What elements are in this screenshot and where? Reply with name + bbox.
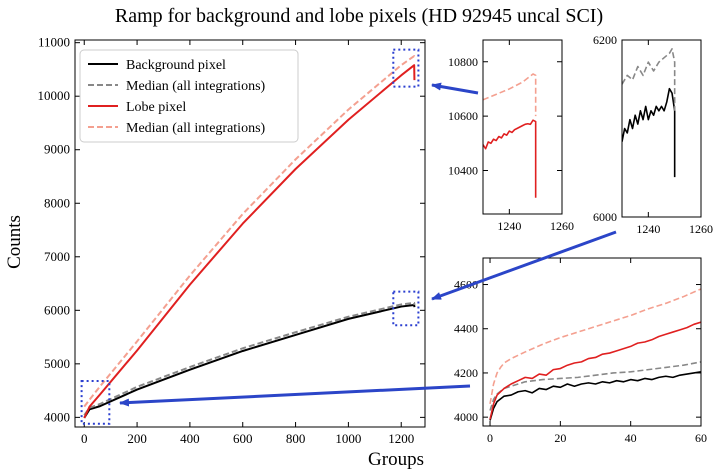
legend-label-background: Background pixel: [126, 58, 226, 73]
series-group: [489, 288, 701, 421]
legend: Background pixel Median (all integrations…: [79, 49, 299, 143]
x-tick-label: 20: [554, 431, 566, 445]
inset-chart-lobe: 1240 1260 10400 10600 10800: [448, 39, 574, 233]
y-tick-label: 9000: [44, 142, 70, 157]
x-axis-label: Groups: [368, 449, 424, 470]
y-tick-label: 11000: [38, 35, 70, 50]
y-tick-label: 10600: [448, 109, 478, 123]
x-tick-label: 400: [180, 431, 200, 446]
legend-box: [79, 49, 299, 143]
arrow-to-lobe-region: [431, 82, 479, 95]
inset-chart-background: 1240 1260 6000 6200: [593, 33, 713, 236]
x-tick-label: 1240: [636, 222, 660, 236]
x-tick-label: 1000: [335, 431, 361, 446]
x-tick-label: 40: [625, 431, 637, 445]
axes-frame: [74, 39, 426, 428]
series-line-background_median: [489, 361, 701, 411]
y-tick-label: 7000: [44, 249, 70, 264]
y-axis-label: Counts: [4, 215, 25, 269]
x-tick-label: 800: [286, 431, 306, 446]
x-tick-label: 600: [233, 431, 253, 446]
y-tick-label: 6000: [593, 210, 617, 224]
series-line-lobe: [483, 119, 537, 198]
axes-frame: [482, 257, 702, 427]
series-line-lobe_median: [483, 73, 537, 117]
arrow-to-early-region: [119, 384, 471, 407]
x-tick-label: 200: [127, 431, 147, 446]
x-tick-label: 1260: [689, 222, 713, 236]
y-tick-label: 10800: [448, 55, 478, 69]
series-line-lobe: [83, 64, 416, 419]
series-line-lobe_median: [83, 55, 416, 408]
series-line-background: [489, 371, 701, 421]
series-line-background: [622, 87, 676, 178]
x-tick-label: 1260: [550, 219, 574, 233]
series-line-lobe_median: [489, 288, 701, 405]
axes-frame: [482, 39, 563, 215]
highlight-region-box: [392, 48, 420, 88]
y-tick-label: 4000: [44, 409, 70, 424]
series-group: [83, 55, 416, 419]
figure-title: Ramp for background and lobe pixels (HD …: [115, 5, 603, 27]
series-line-background: [83, 303, 416, 419]
x-tick-label: 0: [81, 431, 88, 446]
arrow-to-background-region: [431, 230, 617, 301]
series-line-background_median: [83, 301, 416, 416]
y-tick-label: 4400: [454, 322, 478, 336]
legend-label-background_median: Median (all integrations): [126, 79, 266, 94]
series-group: [483, 73, 537, 198]
legend-label-lobe: Lobe pixel: [126, 100, 186, 115]
y-tick-label: 4200: [454, 366, 478, 380]
y-tick-label: 6000: [44, 302, 70, 317]
y-tick-label: 8000: [44, 195, 70, 210]
y-tick-label: 10000: [38, 88, 71, 103]
y-tick-label: 10400: [448, 164, 478, 178]
x-tick-label: 1200: [388, 431, 414, 446]
x-tick-label: 60: [695, 431, 707, 445]
axes-frame: [621, 39, 702, 218]
series-line-background_median: [622, 48, 676, 111]
series-group: [622, 48, 676, 178]
x-tick-label: 1240: [497, 219, 521, 233]
highlight-region-box: [392, 290, 420, 327]
y-tick-label: 5000: [44, 356, 70, 371]
legend-label-lobe_median: Median (all integrations): [126, 121, 266, 136]
series-line-lobe: [489, 321, 701, 420]
y-tick-label: 4000: [454, 410, 478, 424]
main-chart: 0 200 400 600 800 1000 1200 4000 5000 6000 7000 800…: [38, 35, 426, 446]
y-tick-label: 6200: [593, 33, 617, 47]
x-tick-label: 0: [487, 431, 493, 445]
